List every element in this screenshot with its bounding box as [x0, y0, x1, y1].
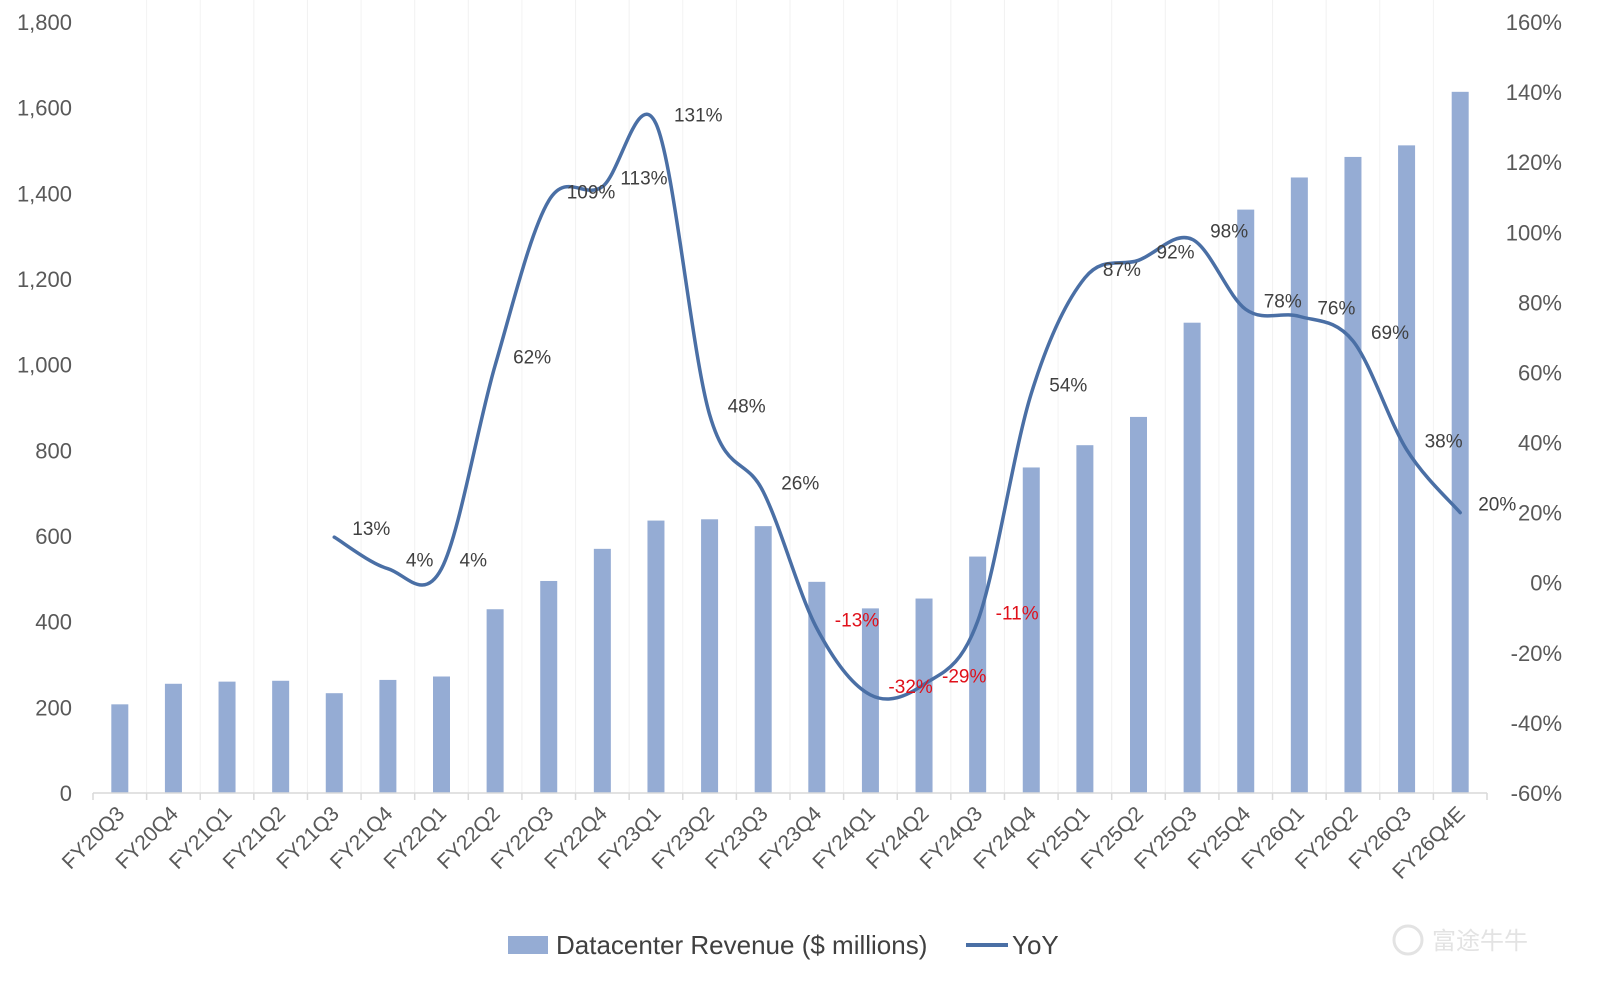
bar-fy22q2 — [486, 609, 504, 793]
left-y-tick-label: 200 — [35, 695, 72, 720]
right-y-tick-label: 140% — [1506, 80, 1562, 105]
right-y-tick-label: 160% — [1506, 10, 1562, 35]
bar-fy22q3 — [540, 580, 558, 793]
bar-fy23q1 — [647, 520, 665, 793]
yoy-data-label: 13% — [352, 519, 390, 540]
right-y-tick-label: 80% — [1518, 290, 1562, 315]
yoy-data-label: 76% — [1317, 298, 1355, 319]
legend-line-label: YoY — [1012, 930, 1059, 960]
bar-fy21q3 — [325, 693, 343, 793]
right-y-tick-label: 0% — [1530, 571, 1562, 596]
yoy-data-label: 87% — [1103, 260, 1141, 281]
yoy-data-label: 48% — [728, 397, 766, 418]
left-y-tick-label: 600 — [35, 524, 72, 549]
right-y-tick-label: 100% — [1506, 220, 1562, 245]
bar-fy23q3 — [754, 526, 772, 793]
bar-fy20q3 — [111, 704, 129, 793]
yoy-data-labels: 13% 4% 4% 62% 109%113% 131% 48% 26% -13% -32% -29%… — [352, 106, 1516, 698]
bar-fy24q2 — [915, 598, 933, 793]
yoy-data-label: 69% — [1371, 323, 1409, 344]
yoy-data-label: 62% — [513, 347, 551, 368]
left-y-tick-label: 1,000 — [17, 353, 72, 378]
bar-fy21q4 — [379, 679, 397, 793]
yoy-data-label: -13% — [835, 610, 879, 631]
bar-fy26q3 — [1398, 145, 1416, 794]
left-y-axis: 0 200 400 600 800 1,000 1,200 1,400 1,600 1,800 — [17, 10, 72, 806]
yoy-data-label: 131% — [674, 106, 723, 127]
left-y-tick-label: 1,200 — [17, 267, 72, 292]
left-y-tick-label: 1,400 — [17, 181, 72, 206]
yoy-data-label: 4% — [406, 551, 434, 572]
right-y-tick-label: -40% — [1511, 711, 1562, 736]
yoy-data-label: 26% — [781, 474, 819, 495]
yoy-data-label: 54% — [1049, 375, 1087, 396]
bar-fy25q1 — [1076, 445, 1094, 793]
yoy-line-series — [332, 112, 1462, 701]
left-y-tick-label: 1,600 — [17, 96, 72, 121]
watermark: 富途牛牛 — [1392, 924, 1528, 956]
bar-fy24q4 — [1022, 467, 1040, 793]
right-y-axis: -60% -40% -20% 0% 20% 40% 60% 80% 100% 120% 140% 16… — [1506, 10, 1562, 806]
watermark-logo-icon — [1392, 924, 1424, 956]
bar-fy22q1 — [433, 676, 450, 793]
yoy-data-label: 109% — [567, 183, 616, 204]
yoy-data-label: 78% — [1264, 291, 1302, 312]
bar-fy20q4 — [164, 683, 182, 793]
bar-fy25q2 — [1130, 416, 1147, 793]
left-y-tick-label: 0 — [60, 781, 72, 806]
yoy-data-label: 38% — [1425, 432, 1463, 453]
bar-fy25q3 — [1183, 322, 1201, 793]
bar-fy26q4e — [1451, 91, 1469, 793]
right-y-tick-label: -60% — [1511, 781, 1562, 806]
bar-fy21q2 — [272, 680, 290, 793]
bar-fy24q3 — [969, 556, 987, 793]
right-y-tick-label: 60% — [1518, 360, 1562, 385]
x-axis: FY20Q3FY20Q4FY21Q1FY21Q2FY21Q3FY21Q4FY22… — [58, 792, 1488, 884]
yoy-data-label: 92% — [1157, 242, 1195, 263]
yoy-data-label: 113% — [620, 169, 667, 190]
grid-lines — [146, 0, 1434, 793]
bar-fy26q1 — [1290, 177, 1308, 794]
yoy-data-label: -32% — [888, 677, 932, 698]
bar-series — [111, 91, 1469, 794]
legend-bar-swatch — [508, 936, 548, 954]
legend-bar-label: Datacenter Revenue ($ millions) — [556, 930, 927, 960]
bar-fy22q4 — [593, 548, 611, 793]
yoy-line — [332, 112, 1462, 701]
bar-fy23q2 — [701, 519, 719, 793]
yoy-data-label: -29% — [942, 666, 986, 687]
yoy-data-label: 20% — [1478, 495, 1516, 516]
yoy-data-label: 4% — [460, 551, 488, 572]
right-y-tick-label: 20% — [1518, 501, 1562, 526]
yoy-data-label: -11% — [996, 603, 1039, 624]
right-y-tick-label: -20% — [1511, 641, 1562, 666]
bar-fy25q4 — [1237, 209, 1255, 794]
legend: Datacenter Revenue ($ millions) YoY — [508, 930, 1059, 960]
bar-fy21q1 — [218, 681, 236, 793]
left-y-tick-label: 800 — [35, 438, 72, 463]
watermark-text: 富途牛牛 — [1432, 927, 1528, 955]
bar-fy26q2 — [1344, 156, 1362, 794]
right-y-tick-label: 40% — [1518, 431, 1562, 456]
left-y-tick-label: 400 — [35, 610, 72, 635]
left-y-tick-label: 1,800 — [17, 10, 72, 35]
right-y-tick-label: 120% — [1506, 150, 1562, 175]
yoy-data-label: 98% — [1210, 221, 1248, 242]
bar-fy24q1 — [861, 608, 879, 793]
